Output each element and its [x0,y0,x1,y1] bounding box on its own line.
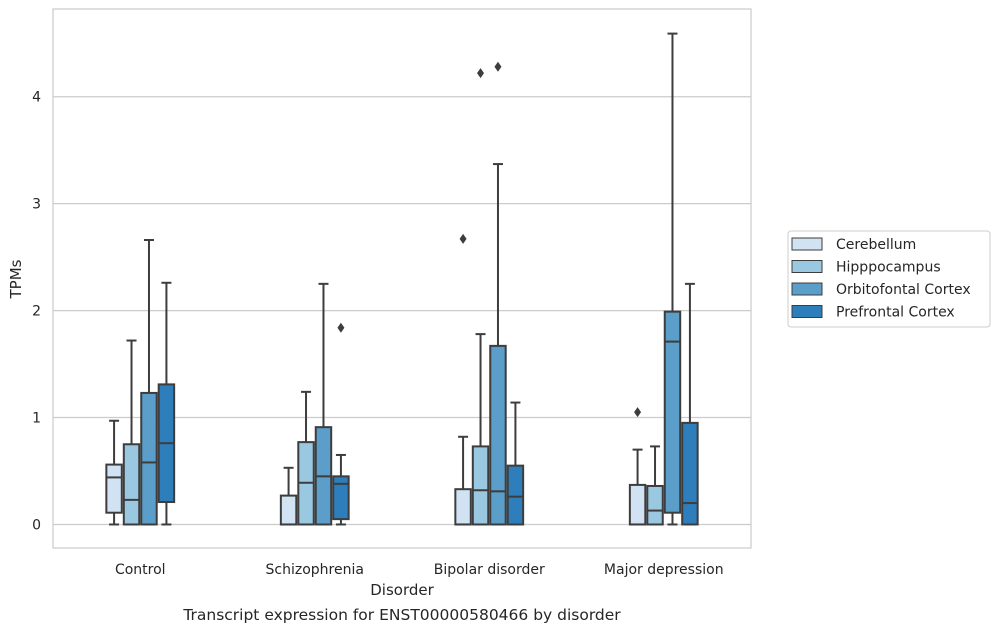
legend-label: Cerebellum [836,237,916,253]
box [489,344,507,526]
box-group [297,390,315,526]
x-axis-label: Disorder [370,581,434,599]
legend-swatch [791,260,823,273]
box [681,421,699,526]
box [122,443,141,526]
box-group [279,466,298,526]
box-group [157,281,176,526]
box-group [314,282,333,526]
legend-label: Orbitofontal Cortex [836,282,971,298]
plot-frame [52,8,752,549]
legend-label: Prefrontal Cortex [836,305,955,321]
box [140,391,158,526]
box-group [506,401,525,526]
x-tick-label: Control [115,562,166,578]
outlier-point [477,68,485,79]
box-group [663,32,682,526]
box-series [105,32,699,526]
outlier-point [337,322,345,333]
boxplot-chart: 0 1 2 3 4 Control Schizophrenia Bipolar disord… [7,8,991,599]
y-tick-label: 4 [32,90,41,106]
box [471,445,490,526]
box [279,494,298,526]
outlier-point [459,233,467,244]
x-tick-label: Bipolar disorder [434,562,545,578]
box-group [628,407,647,526]
legend-frame [787,230,991,328]
box-group [332,322,350,526]
legend-label: Hipppocampus [836,260,941,276]
y-tick-label: 0 [32,517,41,533]
box-group [140,239,158,526]
legend-swatch [791,305,823,318]
y-tick-label: 1 [32,411,41,427]
outlier-point [634,407,642,418]
legend-swatch [791,237,823,251]
box-group [489,61,507,526]
box-group [646,445,664,526]
box [454,488,472,526]
y-axis-label: TPMs [7,259,25,299]
box-group [105,419,123,526]
box-group [681,282,699,526]
box [506,464,525,526]
box [332,475,350,521]
box-group [471,68,490,526]
x-tick-labels: Control Schizophrenia Bipolar disorder Majo… [115,562,724,578]
x-tick-label: Schizophrenia [266,562,364,578]
y-tick-label: 3 [32,197,41,213]
x-tick-label: Major depression [604,562,724,578]
figure-caption: Transcript expression for ENST0000058046… [183,606,621,624]
y-tick-label: 2 [32,304,41,320]
box [646,484,664,526]
box [105,463,123,514]
legend-swatch [791,282,823,296]
outlier-point [494,61,502,72]
box [663,310,682,514]
box [628,483,647,526]
legend: Cerebellum Hipppocampus Orbitofontal Corte… [787,230,991,328]
box-group [122,339,141,526]
y-tick-labels: 0 1 2 3 4 [32,90,41,534]
box-group [454,233,472,526]
